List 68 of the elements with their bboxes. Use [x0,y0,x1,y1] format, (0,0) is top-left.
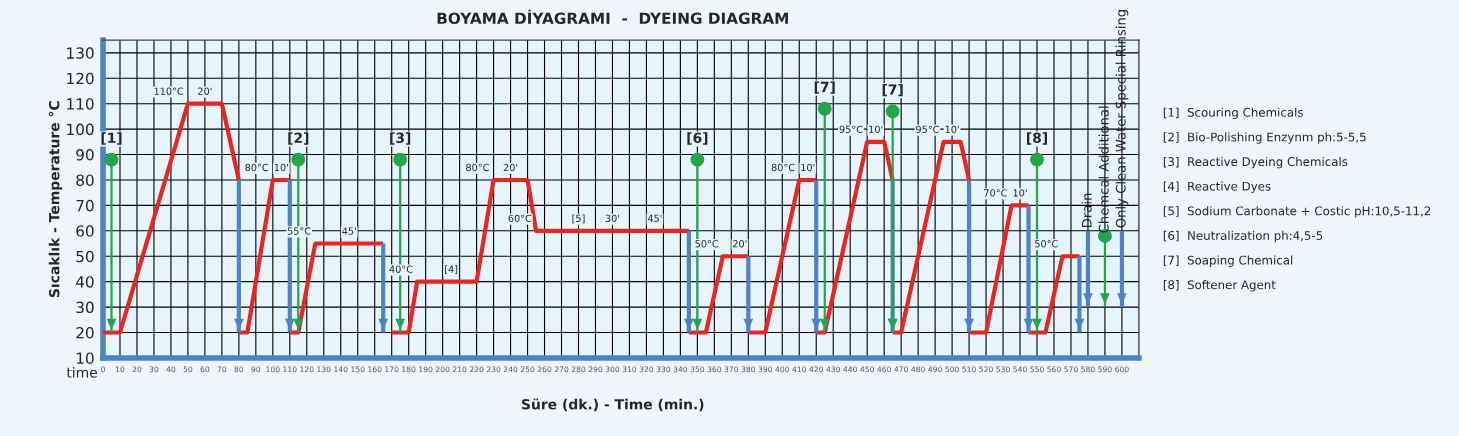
annotation: [7] [882,83,903,97]
annotation: 20' [503,163,518,172]
annotation: [5] [572,214,585,224]
point [690,152,705,167]
y-tick-label: 70 [76,199,94,212]
annotation: 80°C [771,163,795,172]
x-axis-title: Süre (dk.) - Time (min.) [521,398,704,412]
annotation: 50°C [1035,240,1058,248]
point [817,101,832,116]
y-tick-label: 50 [76,250,94,263]
y-tick-label: 90 [76,149,94,161]
y-tick-label: 130 [67,47,94,59]
text: Drain [1081,193,1092,227]
text: [8] Softener Agent [1163,280,1276,292]
annotation: 70°C [984,189,1007,197]
y-tick-label: 60 [76,225,94,237]
annotation: [2] [288,132,309,145]
y-tick-label: 100 [67,123,94,136]
annotation: 110°C [154,87,184,95]
y-tick-label: 30 [76,301,94,314]
annotation: 45' [342,227,356,235]
text: [6] Neutralization ph:4,5-5 [1163,230,1323,243]
annotation: [3] [390,132,411,145]
annotation: 80°C [245,163,269,172]
y-tick-label: 20 [76,326,94,339]
annotation: 20' [198,87,212,95]
y-tick-label: 120 [67,72,94,85]
point [291,152,306,167]
annotation: 55°C [287,227,311,235]
text: Chemcal Additional [1098,106,1109,233]
annotation: 10' [869,125,883,133]
annotation: 20' [733,240,747,248]
point [1030,152,1044,167]
annotation: 10' [801,163,815,172]
y-tick-label: 110 [67,98,94,110]
annotation: 10' [274,163,288,172]
annotation: 40°C [389,265,413,273]
text: [2] Bio-Polishing Enzynm ph:5-5,5 [1163,132,1366,144]
text: [3] Reactive Dyeing Chemicals [1163,156,1348,169]
point [393,152,408,167]
annotation: [7] [814,81,835,94]
annotation: [1] [101,132,122,145]
annotation: 10' [945,125,959,133]
annotation: 30' [605,214,620,222]
annotation: 80°C [466,163,489,172]
text: [5] Sodium Carbonate + Costic pH:10,5-11,2 [1163,206,1431,218]
y-axis-title: Sıcaklık - Temperature °C [48,101,63,298]
annotation: 60°C [508,214,532,222]
text: Only Clean Water Special Rinsing [1115,10,1129,228]
annotation: 45' [647,214,662,222]
text: [4] Reactive Dyes [1163,181,1271,193]
y-tick-label: 80 [76,174,94,186]
y-tick-label: 10 [76,352,94,364]
annotation: 95°C [916,125,939,133]
annotation: [6] [687,132,708,145]
point [885,104,900,119]
text: [1] Scouring Chemicals [1163,107,1303,120]
annotation: 10' [1013,189,1027,197]
line-series [389,177,691,335]
text: time [66,366,98,378]
annotation: [4] [445,265,458,274]
annotation: [8] [1027,132,1047,145]
chart-title: BOYAMA DİYAGRAMI - DYEING DIAGRAM [437,9,788,25]
annotation: 50°C [695,240,719,248]
annotation: 95°C [839,125,863,133]
y-tick-label: 40 [75,276,94,288]
point [104,152,119,167]
text: [7] Soaping Chemical [1163,255,1293,267]
